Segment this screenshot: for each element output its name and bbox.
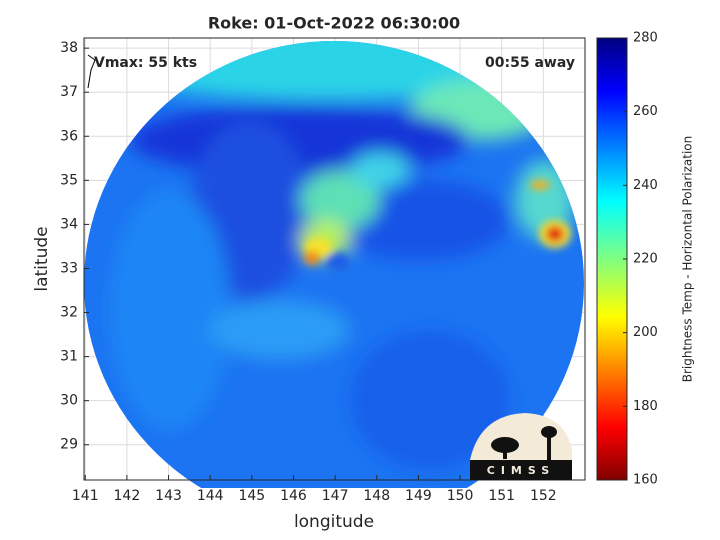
colorbar-tick-label: 220 [633, 252, 658, 267]
x-axis-label: longitude [294, 512, 374, 532]
axes-box [83, 37, 586, 481]
y-tick-label: 31 [60, 349, 78, 365]
y-tick-label: 35 [60, 172, 78, 188]
x-tick-label: 151 [488, 488, 515, 504]
colorbar-tick-label: 240 [633, 178, 658, 193]
logo-text: CIMSS [487, 464, 555, 477]
colorbar [596, 37, 628, 481]
colorbar-tick-label: 160 [633, 473, 658, 488]
y-tick-label: 33 [60, 260, 78, 276]
x-tick-label: 149 [405, 488, 432, 504]
colorbar-label: Brightness Temp - Horizontal Polarizatio… [681, 136, 695, 383]
x-tick-label: 141 [72, 488, 99, 504]
y-tick-label: 37 [60, 84, 78, 100]
x-tick-label: 147 [322, 488, 349, 504]
x-tick-label: 148 [363, 488, 390, 504]
y-tick-label: 32 [60, 305, 78, 321]
annotation: 00:55 away [485, 55, 575, 71]
y-tick-label: 30 [60, 393, 78, 409]
annotation: Vmax: 55 kts [94, 55, 197, 71]
x-tick-label: 152 [530, 488, 557, 504]
x-tick-label: 146 [280, 488, 307, 504]
logo: CIMSS [470, 413, 572, 480]
coastline [87, 54, 96, 89]
y-tick-label: 34 [60, 216, 78, 232]
x-tick-label: 142 [114, 488, 141, 504]
y-tick-label: 36 [60, 128, 78, 144]
x-tick-label: 145 [238, 488, 265, 504]
x-tick-label: 144 [197, 488, 224, 504]
colorbar-tick-label: 260 [633, 104, 658, 119]
colorbar-tick-label: 180 [633, 399, 658, 414]
x-tick-label: 150 [447, 488, 474, 504]
brightness-image [84, 41, 584, 488]
x-tick-label: 143 [155, 488, 182, 504]
chart-title: Roke: 01-Oct-2022 06:30:00 [208, 14, 460, 33]
y-axis-label: latitude [32, 226, 52, 291]
colorbar-tick-label: 280 [633, 31, 658, 46]
y-tick-label: 38 [60, 40, 78, 56]
y-tick-label: 29 [60, 437, 78, 453]
colorbar-tick-label: 200 [633, 325, 658, 340]
